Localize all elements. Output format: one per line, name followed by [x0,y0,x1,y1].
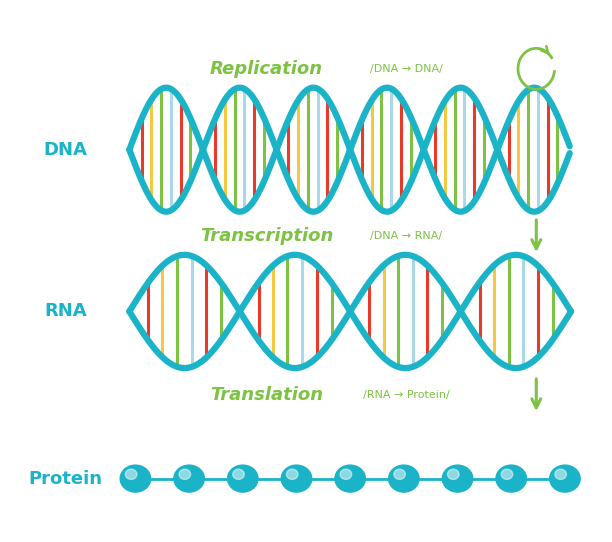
Circle shape [282,465,312,492]
Circle shape [550,465,580,492]
Circle shape [496,465,526,492]
Circle shape [120,465,151,492]
Circle shape [389,465,419,492]
Circle shape [335,465,365,492]
Text: /DNA → RNA/: /DNA → RNA/ [370,231,442,241]
Circle shape [555,469,567,480]
Text: RNA: RNA [44,302,87,320]
Circle shape [501,469,513,480]
Text: Translation: Translation [210,386,323,404]
Circle shape [228,465,258,492]
Circle shape [442,465,473,492]
Circle shape [447,469,459,480]
Circle shape [286,469,298,480]
Text: /RNA → Protein/: /RNA → Protein/ [363,390,450,400]
Circle shape [179,469,190,480]
Text: Protein: Protein [28,469,102,488]
Circle shape [340,469,352,480]
Circle shape [233,469,244,480]
Circle shape [394,469,405,480]
Text: Transcription: Transcription [200,227,333,245]
Text: DNA: DNA [43,141,88,159]
Text: Replication: Replication [210,60,323,78]
Text: /DNA → DNA/: /DNA → DNA/ [370,64,443,74]
Circle shape [125,469,137,480]
Circle shape [174,465,204,492]
